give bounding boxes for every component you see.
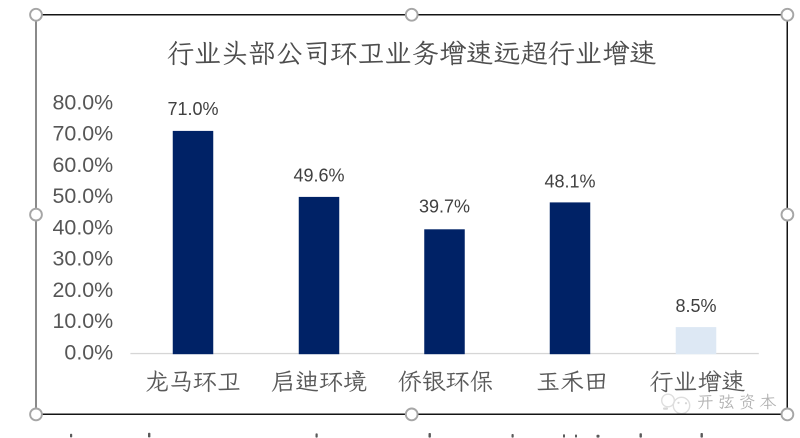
svg-text:60.0%: 60.0% [53,153,114,177]
svg-text:30.0%: 30.0% [53,247,114,271]
svg-text:8.5%: 8.5% [675,296,716,316]
svg-text:0.0%: 0.0% [64,340,113,364]
svg-text:71.0%: 71.0% [167,99,218,119]
svg-text:49.6%: 49.6% [293,166,344,186]
svg-text:80.0%: 80.0% [53,90,114,114]
svg-text:50.0%: 50.0% [53,184,114,208]
svg-text:70.0%: 70.0% [53,122,114,146]
svg-text:20.0%: 20.0% [53,278,114,302]
svg-text:40.0%: 40.0% [53,215,114,239]
svg-text:39.7%: 39.7% [419,197,470,217]
svg-text:10.0%: 10.0% [53,309,114,333]
svg-text:48.1%: 48.1% [544,172,595,192]
